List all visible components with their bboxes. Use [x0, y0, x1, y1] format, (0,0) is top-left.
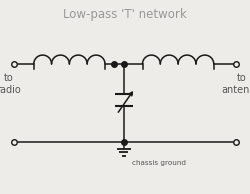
Text: to: to [236, 73, 246, 83]
Text: radio: radio [0, 85, 21, 95]
Text: antenna: antenna [221, 85, 250, 95]
Text: chassis ground: chassis ground [132, 160, 186, 166]
Text: Low-pass 'T' network: Low-pass 'T' network [63, 8, 187, 21]
Text: to: to [4, 73, 14, 83]
